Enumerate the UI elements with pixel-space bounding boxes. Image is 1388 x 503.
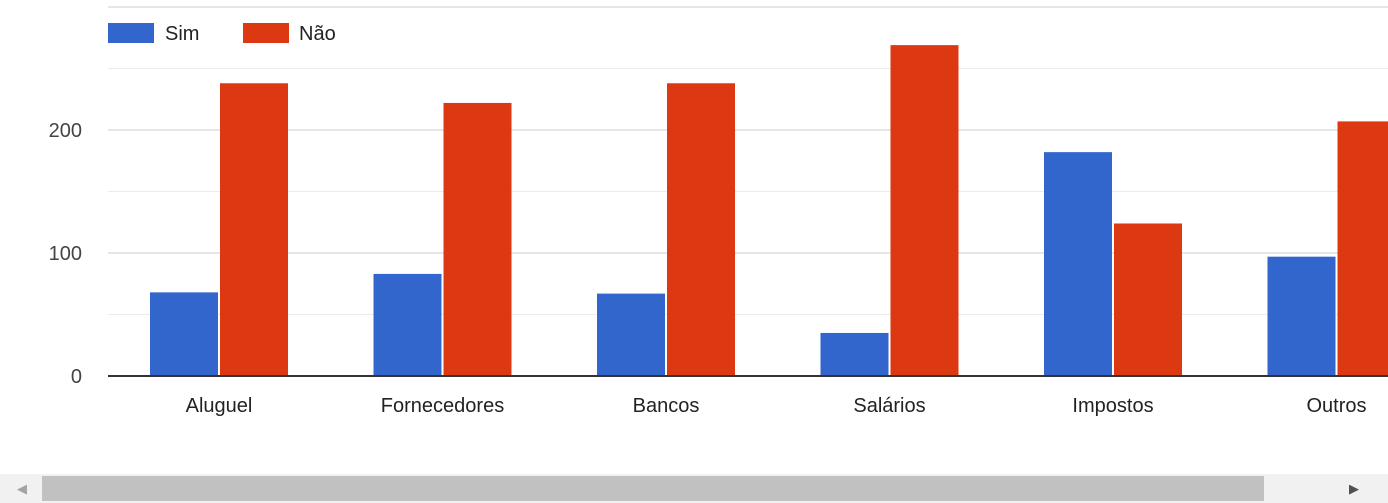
bar-sim[interactable] (373, 273, 442, 376)
gridlines (108, 6, 1388, 315)
x-category-label: Salários (853, 395, 925, 417)
x-category-label: Outros (1306, 395, 1366, 417)
legend-label-nao: Não (299, 23, 336, 45)
bar-sim[interactable] (1044, 152, 1112, 376)
bar-nao[interactable] (1337, 121, 1388, 376)
legend: Sim Não (108, 23, 336, 45)
legend-label-sim: Sim (165, 23, 199, 45)
y-tick-label: 100 (49, 243, 82, 265)
bar-sim[interactable] (597, 293, 665, 376)
y-tick-label: 200 (49, 120, 82, 142)
y-tick-label: 0 (71, 366, 82, 388)
bar-nao[interactable] (1114, 223, 1182, 376)
bar-nao[interactable] (667, 83, 735, 376)
x-category-label: Fornecedores (381, 395, 504, 417)
y-axis-tick-labels: 0 100 200 (49, 120, 82, 388)
triangle-right-icon[interactable]: ▶ (1349, 480, 1359, 496)
bars (150, 45, 1388, 376)
horizontal-scrollbar[interactable]: ◀ ▶ (0, 474, 1388, 503)
bar-nao[interactable] (890, 45, 959, 376)
bar-sim[interactable] (820, 332, 889, 376)
bar-sim[interactable] (1267, 256, 1336, 376)
legend-swatch-sim (108, 23, 154, 43)
bar-sim[interactable] (150, 292, 218, 376)
triangle-left-icon[interactable]: ◀ (17, 480, 27, 496)
x-category-label: Bancos (633, 395, 700, 417)
x-category-label: Impostos (1072, 395, 1153, 417)
x-axis-category-labels: Aluguel Fornecedores Bancos Salários Imposto… (186, 395, 1367, 417)
bar-chart: 0 100 200 Aluguel Fornecedores Bancos Salário… (49, 6, 1388, 417)
bar-nao[interactable] (443, 102, 512, 376)
bar-nao[interactable] (220, 83, 288, 376)
x-category-label: Aluguel (186, 395, 253, 417)
legend-swatch-nao (243, 23, 289, 43)
scrollbar-thumb[interactable] (42, 476, 1264, 501)
